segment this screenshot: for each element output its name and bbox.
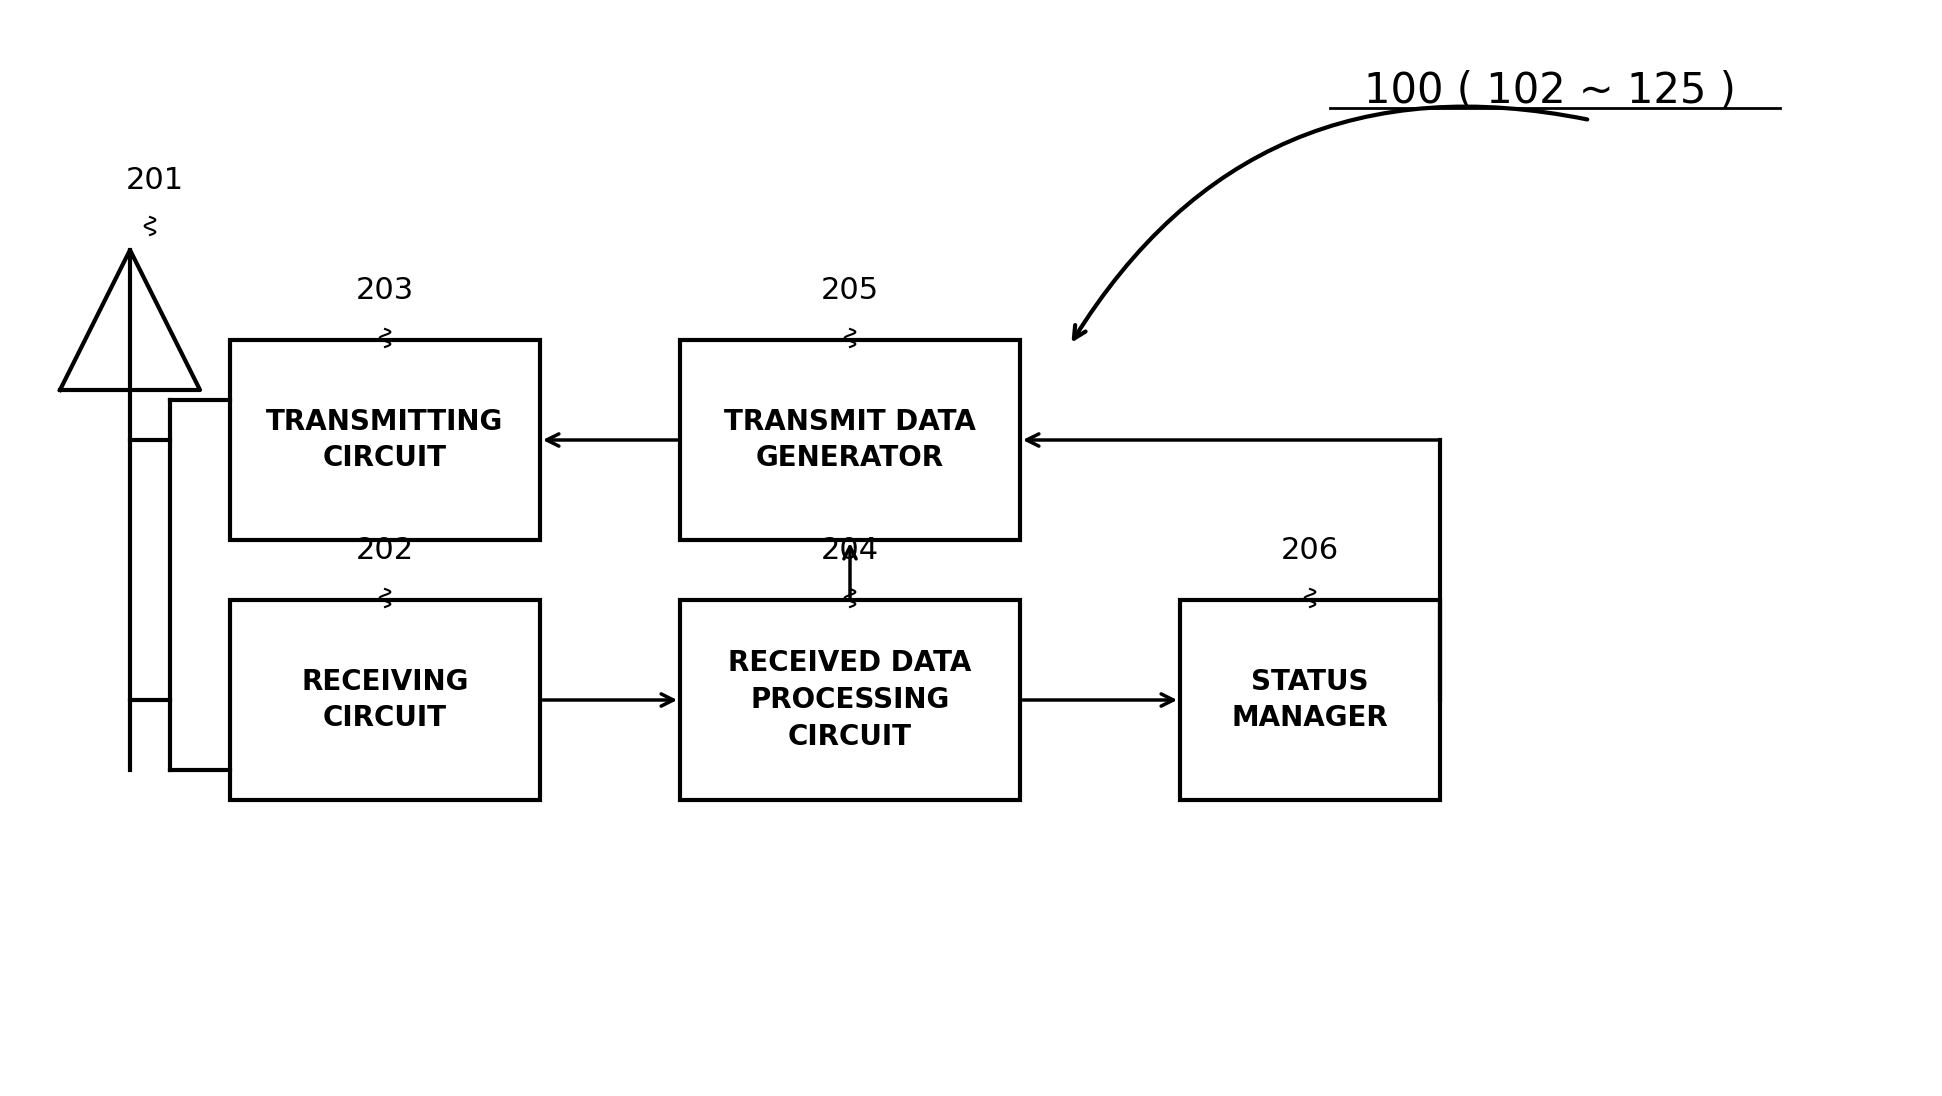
Text: 204: 204: [821, 536, 880, 566]
Text: 100 ( 102 ~ 125 ): 100 ( 102 ~ 125 ): [1363, 70, 1736, 112]
Text: 205: 205: [821, 276, 880, 305]
Bar: [680, 600, 1020, 800]
Text: 203: 203: [355, 276, 414, 305]
Text: RECEIVING
CIRCUIT: RECEIVING CIRCUIT: [301, 667, 468, 732]
Text: 206: 206: [1282, 536, 1340, 566]
Text: TRANSMITTING
CIRCUIT: TRANSMITTING CIRCUIT: [266, 408, 503, 472]
Text: 202: 202: [355, 536, 414, 566]
Text: RECEIVED DATA
PROCESSING
CIRCUIT: RECEIVED DATA PROCESSING CIRCUIT: [728, 649, 971, 751]
Bar: [229, 600, 540, 800]
Text: STATUS
MANAGER: STATUS MANAGER: [1231, 667, 1389, 732]
Bar: [680, 340, 1020, 540]
Bar: [229, 340, 540, 540]
Text: TRANSMIT DATA
GENERATOR: TRANSMIT DATA GENERATOR: [724, 408, 977, 472]
Text: 201: 201: [126, 165, 184, 195]
Bar: [1181, 600, 1441, 800]
